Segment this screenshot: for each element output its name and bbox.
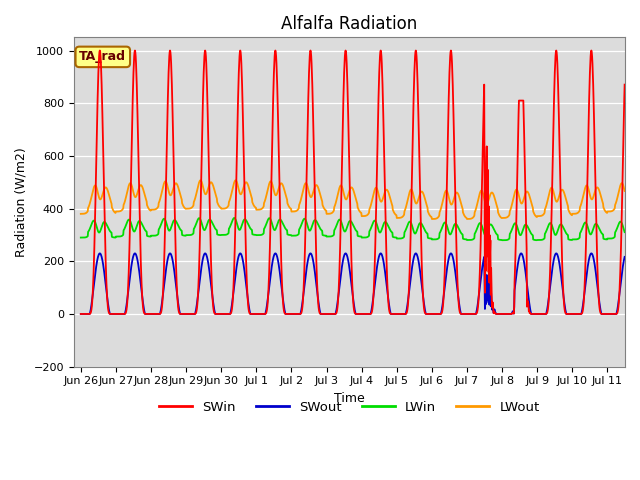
Y-axis label: Radiation (W/m2): Radiation (W/m2) [15, 147, 28, 257]
Text: TA_rad: TA_rad [79, 50, 126, 63]
X-axis label: Time: Time [334, 392, 365, 405]
Title: Alfalfa Radiation: Alfalfa Radiation [281, 15, 417, 33]
Legend: SWin, SWout, LWin, LWout: SWin, SWout, LWin, LWout [154, 396, 545, 420]
